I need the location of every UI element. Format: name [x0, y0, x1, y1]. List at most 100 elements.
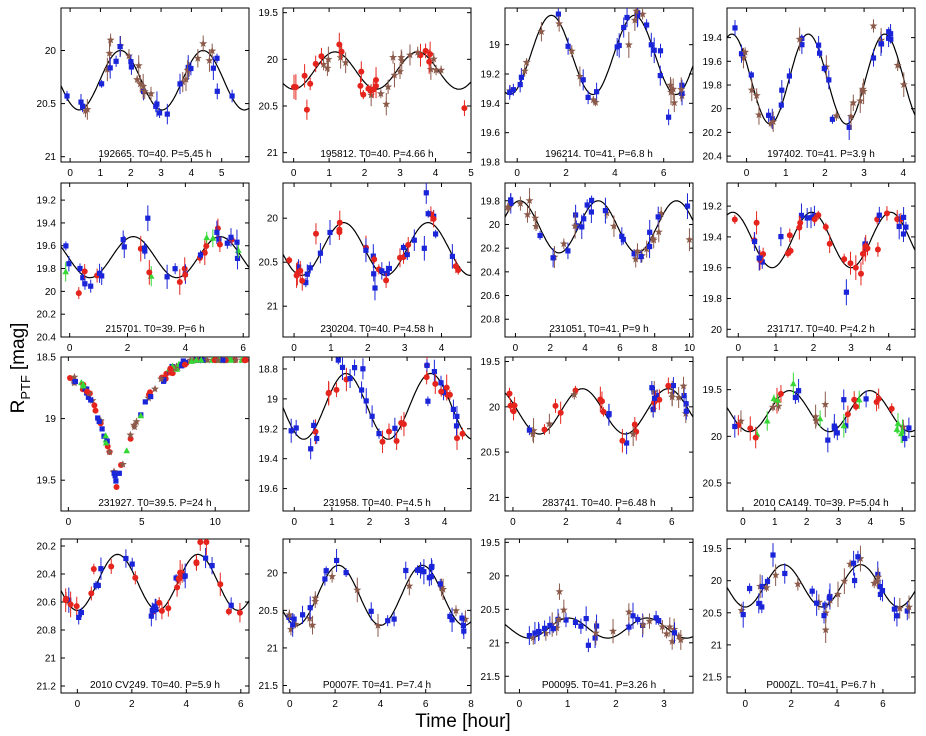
y-tick-label: 20.4 — [481, 267, 501, 278]
data-point-red-circle — [858, 270, 864, 277]
data-point-blue-square — [580, 77, 586, 83]
data-point-blue-square — [825, 437, 831, 443]
y-tick-label: 19.6 — [703, 57, 723, 68]
data-point-blue-square — [104, 438, 110, 444]
data-point-blue-square — [385, 618, 391, 624]
data-point-blue-square — [834, 430, 840, 436]
data-point-blue-square — [679, 90, 685, 96]
plot-area — [61, 539, 249, 627]
data-point-red-circle — [84, 388, 91, 395]
data-point-blue-square — [63, 243, 69, 249]
panel-label: 215701. T0=39. P=6 h — [105, 324, 204, 335]
data-point-red-circle — [108, 563, 115, 570]
data-point-brown-star — [323, 64, 332, 72]
data-point-blue-square — [288, 428, 294, 434]
data-point-red-circle — [432, 380, 439, 387]
panel-11: 19.5 20 20.5 21 0 2 4 6 283741. T0=40. P=6.48 h — [481, 356, 694, 528]
x-tick-label: 2 — [367, 517, 373, 528]
data-point-red-circle — [293, 272, 300, 279]
data-point-red-circle — [303, 106, 310, 113]
y-tick-label: 19.6 — [481, 128, 501, 139]
plot-area — [727, 203, 915, 306]
data-point-red-circle — [291, 83, 297, 90]
x-tick-label: 2 — [125, 343, 131, 354]
y-tick-label: 20 — [45, 46, 57, 57]
data-point-brown-star — [769, 117, 778, 126]
data-point-blue-square — [424, 362, 430, 368]
data-point-red-circle — [217, 581, 224, 588]
data-point-blue-square — [578, 623, 584, 629]
data-point-blue-square — [425, 398, 431, 404]
data-point-blue-square — [376, 431, 382, 437]
data-point-blue-square — [447, 613, 453, 619]
x-tick-label: 4 — [900, 168, 906, 179]
data-point-blue-square — [526, 633, 532, 639]
data-point-blue-square — [759, 583, 765, 590]
data-point-blue-square — [606, 411, 612, 417]
data-point-blue-square — [113, 478, 119, 484]
y-tick-label: 21 — [711, 640, 723, 651]
data-point-brown-star — [662, 629, 671, 638]
x-tick-label: 1 — [772, 517, 778, 528]
data-point-blue-square — [128, 59, 134, 65]
x-tick-label: 4 — [439, 343, 445, 354]
data-point-brown-star — [183, 66, 192, 74]
data-point-red-circle — [844, 411, 851, 418]
data-point-brown-star — [559, 239, 568, 248]
data-point-brown-star — [571, 221, 580, 230]
data-point-green-triangle — [197, 357, 205, 363]
data-point-blue-square — [78, 99, 84, 105]
panel-frame — [726, 356, 916, 512]
data-point-green-triangle — [79, 382, 87, 389]
data-point-blue-square — [120, 237, 126, 243]
data-point-blue-square — [290, 622, 296, 628]
data-point-brown-star — [858, 85, 867, 93]
data-point-blue-square — [621, 24, 627, 31]
data-point-blue-square — [888, 31, 894, 37]
data-point-brown-star — [873, 577, 882, 585]
data-point-red-circle — [333, 386, 340, 393]
data-point-brown-star — [645, 616, 654, 625]
data-point-green-triangle — [840, 422, 848, 429]
data-point-blue-square — [438, 380, 444, 386]
y-tick-label: 21.5 — [481, 672, 501, 683]
data-point-brown-star — [151, 384, 159, 393]
data-point-blue-square — [307, 605, 313, 611]
data-point-blue-square — [647, 229, 653, 235]
x-tick-label: 0 — [517, 699, 523, 710]
plot-area — [61, 205, 249, 300]
data-point-blue-square — [671, 630, 678, 636]
panel-label: P000ZL. T0=41. P=6.7 h — [766, 680, 875, 691]
data-point-blue-square — [829, 116, 835, 122]
x-tick-label: 0 — [510, 517, 516, 528]
data-point-blue-square — [782, 570, 788, 577]
y-tick-label: 18.5 — [37, 353, 57, 364]
x-tick-label: 3 — [402, 343, 408, 354]
data-point-blue-square — [650, 406, 656, 412]
data-point-blue-square — [116, 470, 122, 476]
data-point-blue-square — [594, 623, 600, 629]
data-point-blue-square — [779, 87, 785, 93]
data-point-brown-star — [657, 209, 666, 217]
panel-14: 20 20.5 21 21.5 0 2 4 6 8 P0007F. T0=41. P=7.4 h — [259, 538, 474, 710]
plot-area — [505, 376, 693, 455]
data-point-blue-square — [450, 406, 456, 412]
data-point-red-circle — [541, 426, 548, 433]
data-point-brown-star — [668, 392, 677, 401]
data-point-blue-square — [826, 77, 832, 83]
x-tick-label: 6 — [661, 168, 667, 179]
data-point-brown-star — [575, 72, 584, 80]
data-point-blue-square — [653, 615, 659, 621]
data-point-blue-square — [738, 51, 745, 57]
y-tick-label: 20.4 — [703, 152, 723, 163]
data-point-brown-star — [105, 49, 114, 57]
data-point-brown-star — [147, 89, 155, 98]
data-point-blue-square — [756, 255, 762, 261]
data-point-blue-square — [418, 566, 424, 573]
y-tick-label: 20.5 — [259, 258, 279, 269]
data-point-brown-star — [426, 65, 435, 73]
x-tick-label: 3 — [661, 699, 667, 710]
data-point-red-circle — [113, 484, 120, 490]
data-point-blue-square — [821, 65, 827, 72]
data-point-blue-square — [80, 275, 86, 281]
